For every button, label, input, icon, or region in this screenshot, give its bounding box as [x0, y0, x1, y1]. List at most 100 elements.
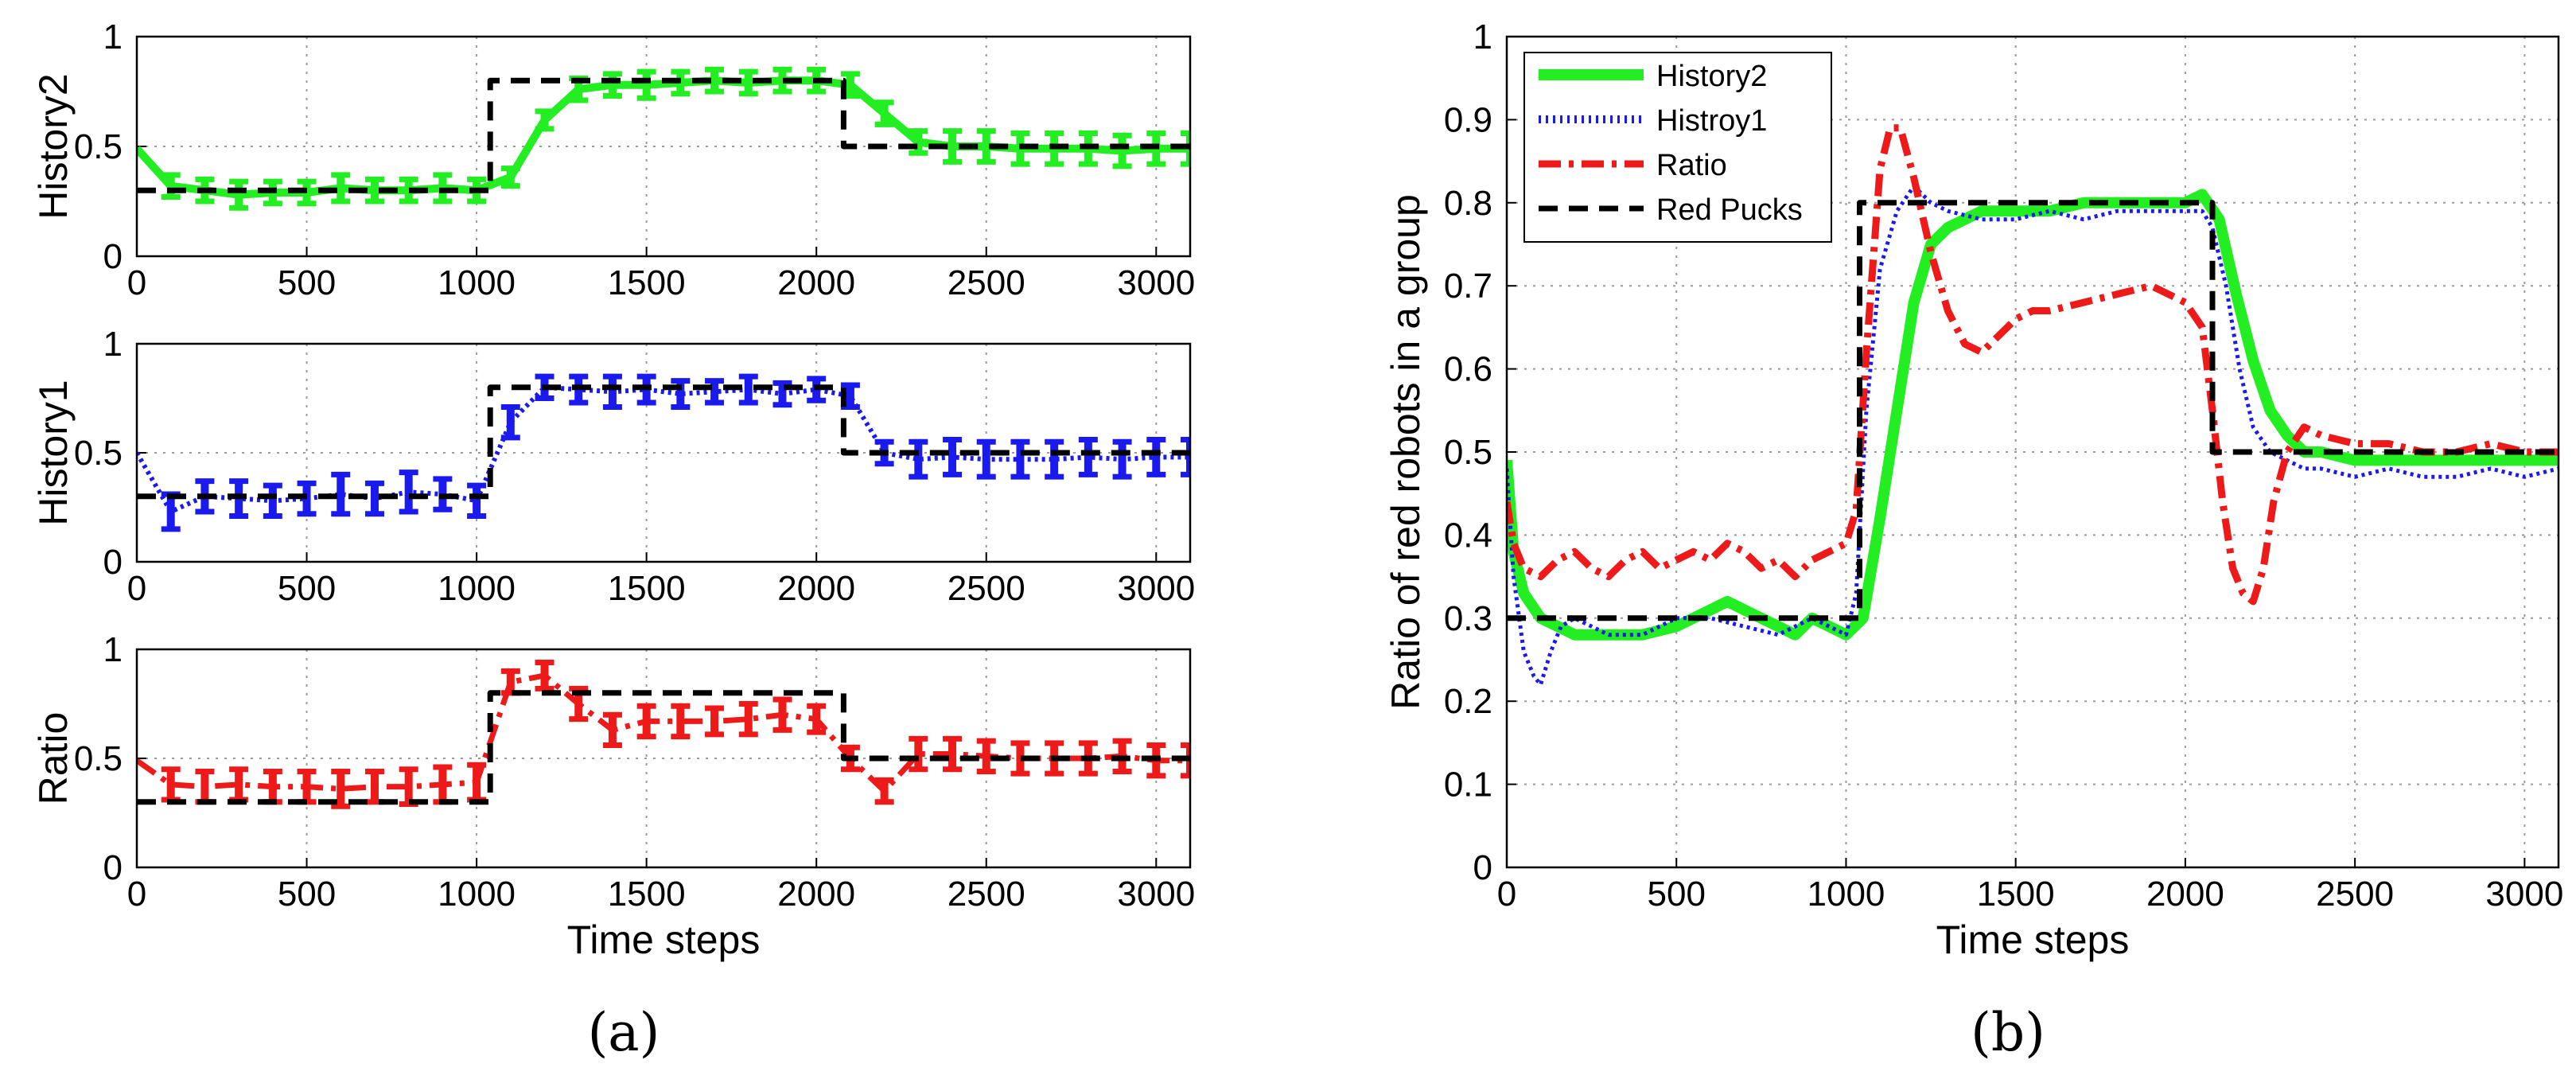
error-bar	[229, 178, 249, 211]
error-bar	[1112, 132, 1132, 169]
legend: History2 Histroy1 Ratio Red Pucks	[1523, 52, 1832, 243]
y-tick-label: 0	[103, 543, 123, 582]
error-bar	[671, 703, 691, 740]
series-history2	[137, 66, 1190, 211]
error-bar	[399, 176, 418, 205]
error-bar	[161, 491, 181, 532]
error-bar	[943, 128, 963, 165]
error-bar	[535, 108, 555, 132]
legend-label-histroy1: Histroy1	[1656, 104, 1767, 138]
error-bar	[195, 768, 215, 805]
error-bar	[535, 659, 555, 692]
x-tick-label: 2000	[2146, 875, 2224, 914]
y-tick-label: 0.8	[1444, 184, 1492, 223]
x-axis-label: Time steps	[567, 918, 761, 962]
error-bar	[738, 68, 758, 97]
error-bar	[364, 768, 384, 805]
series-line-histroy1	[1507, 184, 2558, 687]
y-tick-label: 0.5	[74, 127, 123, 166]
y-tick-label: 0.6	[1444, 350, 1492, 389]
error-bar	[1045, 438, 1064, 480]
x-tick-label: 1500	[1977, 875, 2055, 914]
axes-frame	[135, 342, 1192, 563]
x-tick-label: 1500	[608, 875, 686, 914]
series-line-history2	[1507, 189, 2558, 641]
y-tick-label: 1	[103, 630, 123, 669]
error-bar	[738, 373, 758, 406]
error-bar	[1010, 740, 1030, 777]
x-tick-label: 1500	[608, 263, 686, 302]
y-axis-label: History2	[31, 73, 76, 219]
legend-label-red-pucks: Red Pucks	[1656, 193, 1803, 227]
x-tick-label: 0	[127, 569, 146, 608]
error-bar	[943, 437, 963, 477]
y-tick-label: 0.9	[1444, 100, 1492, 139]
error-bar	[636, 703, 656, 740]
error-bar	[1078, 437, 1098, 477]
series-line-red-pucks	[137, 77, 1190, 193]
series-line-history2	[137, 76, 1190, 199]
error-bar	[909, 128, 928, 156]
x-tick-label: 500	[278, 569, 336, 608]
x-axis-label: Time steps	[1936, 918, 2130, 962]
series-red-pucks	[137, 384, 1190, 500]
x-tick-label: 1500	[608, 569, 686, 608]
error-bar	[874, 99, 894, 127]
series-line-history1	[137, 384, 1190, 514]
x-tick-label: 2500	[2316, 875, 2394, 914]
y-tick-label: 0.4	[1444, 516, 1492, 555]
series-line-ratio	[1507, 124, 2558, 606]
error-bar	[976, 438, 996, 480]
error-bar	[399, 469, 418, 515]
series-line-red-pucks	[137, 690, 1190, 805]
error-bar	[705, 705, 725, 738]
x-tick-label: 500	[1648, 875, 1706, 914]
error-bar	[976, 738, 996, 774]
axes-frame	[135, 35, 1192, 258]
error-bar	[705, 378, 725, 406]
series-line-red-pucks	[137, 384, 1190, 500]
panel-label-a: (a)	[588, 1002, 660, 1063]
y-tick-label: 0	[103, 848, 123, 887]
error-bar	[602, 373, 622, 410]
y-axis-label: History1	[31, 380, 76, 525]
error-bar	[772, 696, 792, 733]
x-tick-label: 500	[278, 263, 336, 302]
y-axis-label: Ratio	[31, 712, 76, 805]
x-tick-label: 3000	[1117, 569, 1195, 608]
y-tick-label: 1	[1473, 18, 1492, 56]
x-tick-label: 1000	[438, 263, 516, 302]
error-bar	[772, 380, 792, 408]
x-tick-label: 3000	[2485, 875, 2563, 914]
y-tick-label: 0.5	[74, 434, 123, 473]
error-bar	[738, 701, 758, 738]
y-axis-label: Ratio of red robots in a group	[1383, 194, 1428, 710]
x-tick-label: 1000	[1807, 875, 1885, 914]
y-tick-label: 0.5	[74, 739, 123, 778]
y-tick-label: 0.3	[1444, 599, 1492, 638]
x-tick-label: 0	[1497, 875, 1516, 914]
error-bar	[1181, 742, 1190, 779]
error-bar	[705, 66, 725, 95]
error-bar	[602, 711, 622, 749]
x-tick-label: 3000	[1117, 875, 1195, 914]
error-bar	[331, 768, 351, 809]
chart-2: 0 500 1000 1500 2000 2500 3000 0 0.5 1 History1	[31, 325, 1195, 608]
error-bar	[840, 382, 860, 410]
chart-1: 0 500 1000 1500 2000 2500 3000 0 0.5 1 History2	[31, 18, 1195, 302]
error-bar	[331, 471, 351, 517]
legend-label-ratio: Ratio	[1656, 149, 1727, 182]
series-line-red-pucks	[1507, 200, 2558, 621]
y-tick-label: 0	[103, 237, 123, 276]
x-tick-label: 1000	[438, 569, 516, 608]
error-bar	[1010, 438, 1030, 480]
chart-3: 0 500 1000 1500 2000 2500 3000 0 0.5 1 Ratio Time s…	[31, 630, 1195, 962]
series-red-pucks	[1507, 200, 2558, 621]
error-bar	[909, 438, 928, 480]
error-bar	[161, 172, 181, 200]
x-tick-label: 0	[127, 263, 146, 302]
x-tick-label: 3000	[1117, 263, 1195, 302]
x-tick-label: 2500	[948, 569, 1025, 608]
y-tick-label: 1	[103, 18, 123, 56]
